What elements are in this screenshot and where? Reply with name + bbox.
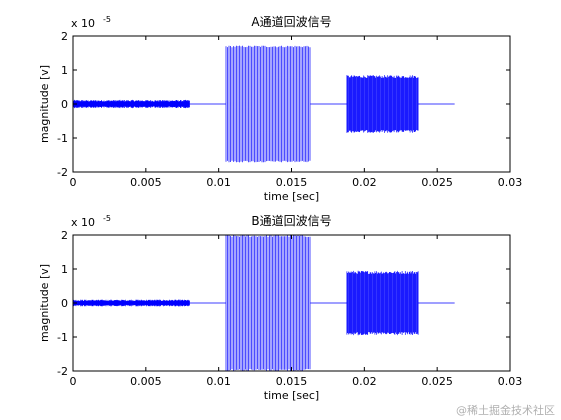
y-exponent-power: -5 <box>103 15 111 24</box>
x-tick-label: 0.01 <box>206 375 231 388</box>
chart-title: B通道回波信号 <box>251 214 331 228</box>
y-tick-label: -2 <box>57 365 68 378</box>
x-tick-label: 0.005 <box>130 375 162 388</box>
x-tick-label: 0.015 <box>276 176 308 189</box>
y-exponent-label: x 10 <box>71 216 95 229</box>
y-tick-label: 0 <box>61 98 68 111</box>
chart-title: A通道回波信号 <box>251 15 331 29</box>
x-tick-label: 0.025 <box>421 375 453 388</box>
x-tick-label: 0.005 <box>130 176 162 189</box>
signal-trace <box>72 45 455 163</box>
y-tick-label: 1 <box>61 263 68 276</box>
x-tick-label: 0.025 <box>421 176 453 189</box>
watermark-text: @稀土掘金技术社区 <box>456 404 555 417</box>
x-tick-label: 0 <box>70 176 77 189</box>
y-tick-label: 2 <box>61 229 68 242</box>
y-tick-label: -2 <box>57 166 68 179</box>
y-tick-label: -1 <box>57 132 68 145</box>
signal-trace <box>72 235 455 371</box>
y-axis-label: magnitude [v] <box>38 264 51 342</box>
y-exponent-power: -5 <box>103 214 111 223</box>
x-tick-label: 0.01 <box>206 176 231 189</box>
y-exponent-label: x 10 <box>71 17 95 30</box>
y-axis-label: magnitude [v] <box>38 65 51 143</box>
chart-panel-b: 0 0.005 0.01 0.015 0.02 0.025 0.03 2 1 0 -1 -2 x 10-… <box>38 214 522 402</box>
x-tick-label: 0.03 <box>498 176 523 189</box>
y-tick-label: -1 <box>57 331 68 344</box>
chart-panel-a: 0 0.005 0.01 0.015 0.02 0.025 0.03 2 1 0 -1 -2 x 10-… <box>38 15 522 203</box>
y-tick-label: 0 <box>61 297 68 310</box>
x-tick-label: 0.03 <box>498 375 523 388</box>
x-axis-label: time [sec] <box>264 190 319 203</box>
y-tick-label: 2 <box>61 30 68 43</box>
y-tick-label: 1 <box>61 64 68 77</box>
x-tick-label: 0.02 <box>352 375 377 388</box>
x-tick-label: 0.02 <box>352 176 377 189</box>
x-tick-label: 0.015 <box>276 375 308 388</box>
x-tick-label: 0 <box>70 375 77 388</box>
x-axis-label: time [sec] <box>264 389 319 402</box>
